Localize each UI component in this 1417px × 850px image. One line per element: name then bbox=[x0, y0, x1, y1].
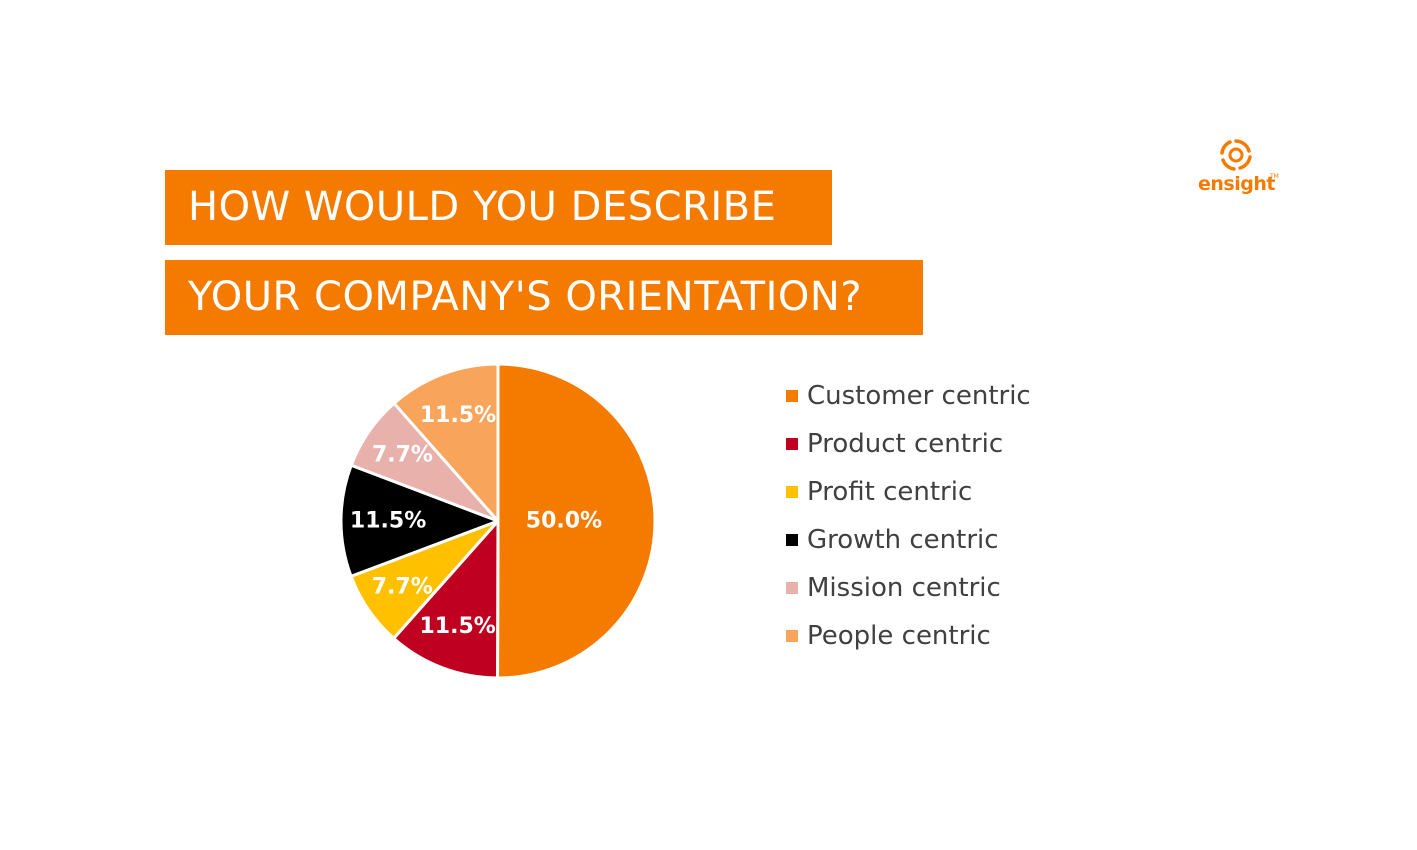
logo-trademark: TM bbox=[1270, 173, 1279, 180]
legend-item-product-centric: Product centric bbox=[786, 420, 1031, 468]
data-label-mission-centric: 7.7% bbox=[372, 442, 433, 467]
pie-slice-people-centric bbox=[392, 362, 500, 523]
legend-label: People centric bbox=[807, 621, 991, 651]
data-label-growth-centric: 11.5% bbox=[350, 508, 426, 533]
chart-legend: Customer centric Product centric Profit ce… bbox=[786, 372, 1031, 660]
logo-wordmark: ensight bbox=[1198, 173, 1275, 195]
ensight-swirl-logo-icon bbox=[1220, 139, 1252, 171]
legend-swatch bbox=[786, 534, 798, 546]
pie-slice-customer-centric bbox=[496, 362, 657, 680]
legend-item-profit-centric: Profit centric bbox=[786, 468, 1031, 516]
pie-chart: 50.0% 11.5% 7.7% 11.5% 7.7% 11.5% bbox=[339, 362, 657, 680]
data-label-profit-centric: 7.7% bbox=[372, 574, 433, 599]
legend-label: Profit centric bbox=[807, 477, 973, 507]
ensight-logo: ensight TM bbox=[1188, 133, 1288, 203]
legend-item-people-centric: People centric bbox=[786, 612, 1031, 660]
legend-item-growth-centric: Growth centric bbox=[786, 516, 1031, 564]
pie-slice-product-centric bbox=[392, 519, 500, 680]
legend-item-mission-centric: Mission centric bbox=[786, 564, 1031, 612]
legend-swatch bbox=[786, 438, 798, 450]
legend-label: Product centric bbox=[807, 429, 1004, 459]
legend-label: Customer centric bbox=[807, 381, 1031, 411]
legend-swatch bbox=[786, 486, 798, 498]
data-label-product-centric: 11.5% bbox=[420, 614, 496, 639]
legend-swatch bbox=[786, 390, 798, 402]
legend-label: Mission centric bbox=[807, 573, 1001, 603]
title-line-1: HOW WOULD YOU DESCRIBE bbox=[165, 170, 832, 245]
legend-swatch bbox=[786, 630, 798, 642]
data-label-people-centric: 11.5% bbox=[420, 403, 496, 428]
data-label-customer-centric: 50.0% bbox=[526, 509, 602, 534]
pie-slice-growth-centric bbox=[339, 463, 500, 578]
legend-item-customer-centric: Customer centric bbox=[786, 372, 1031, 420]
legend-swatch bbox=[786, 582, 798, 594]
title-line-2: YOUR COMPANY'S ORIENTATION? bbox=[165, 260, 923, 335]
legend-label: Growth centric bbox=[807, 525, 999, 555]
